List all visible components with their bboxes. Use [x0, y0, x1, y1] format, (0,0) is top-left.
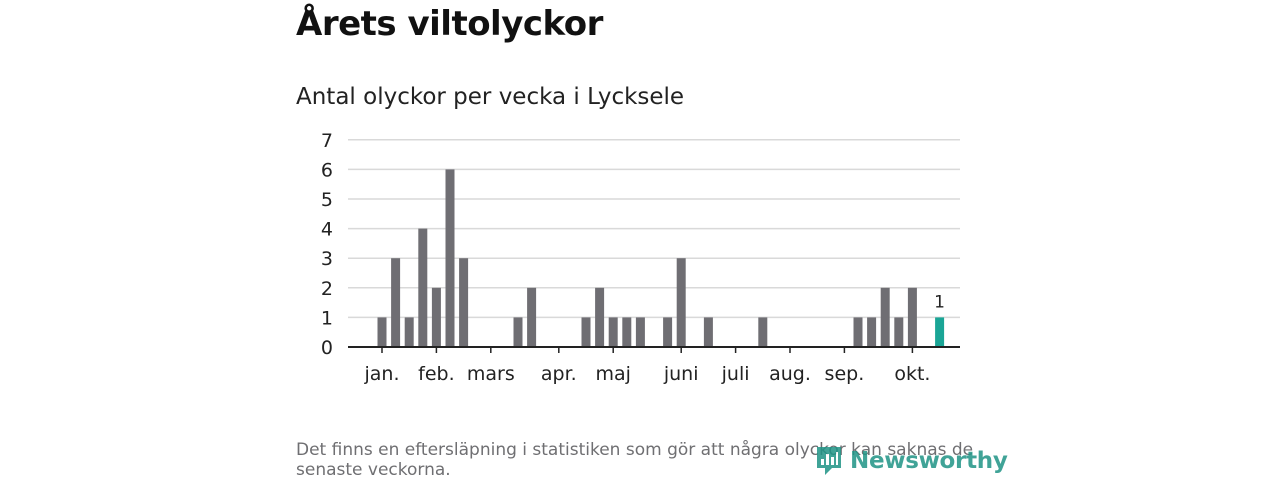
x-month-label: sep. — [825, 363, 865, 385]
brand-name: Newsworthy — [850, 448, 1008, 474]
x-month-label: apr. — [541, 363, 577, 385]
bar — [527, 287, 537, 347]
bar — [894, 317, 904, 347]
x-month-label: jan. — [363, 363, 399, 385]
bar — [404, 317, 414, 347]
bar — [676, 258, 686, 347]
chart-subtitle: Antal olyckor per vecka i Lycksele — [296, 84, 685, 110]
x-month-label: aug. — [769, 363, 811, 385]
bar — [758, 317, 768, 347]
bar — [622, 317, 632, 347]
y-tick-label: 2 — [321, 278, 333, 300]
bar — [418, 228, 428, 347]
bar — [867, 317, 877, 347]
bar — [703, 317, 713, 347]
x-month-label: juni — [663, 363, 699, 385]
y-tick-label: 3 — [321, 248, 333, 270]
bar — [907, 287, 917, 347]
y-tick-label: 4 — [321, 219, 333, 241]
bar — [880, 287, 890, 347]
x-month-label: mars — [467, 363, 515, 385]
x-month-label: feb. — [418, 363, 454, 385]
brand-logo[interactable]: Newsworthy — [814, 444, 1008, 478]
current-week-value-label: 1 — [934, 292, 945, 312]
y-tick-label: 5 — [321, 189, 333, 211]
y-axis-tick-labels: 0 1 2 3 4 5 6 7 — [321, 130, 333, 359]
x-axis-month-labels: jan. feb. mars apr. maj juni juli aug. sep. okt. — [363, 363, 930, 385]
bar — [391, 258, 401, 347]
bar — [431, 287, 441, 347]
annotations: 1 — [934, 292, 945, 312]
y-tick-label: 7 — [321, 130, 333, 152]
y-tick-label: 6 — [321, 159, 333, 181]
bar — [445, 169, 455, 347]
bar — [635, 317, 645, 347]
newsworthy-logo-icon — [817, 447, 841, 475]
footnote: Det finns en eftersläpning i statistiken… — [296, 440, 974, 480]
bar — [377, 317, 387, 347]
page-title: Årets viltolyckor — [296, 4, 603, 44]
bar — [513, 317, 523, 347]
x-month-label: okt. — [894, 363, 930, 385]
bar — [581, 317, 591, 347]
bar — [608, 317, 618, 347]
bar — [663, 317, 673, 347]
x-month-label: juli — [721, 363, 750, 385]
x-axis — [348, 346, 960, 353]
bars — [377, 169, 945, 347]
x-month-label: maj — [595, 363, 630, 385]
bar — [853, 317, 863, 347]
bar — [459, 258, 469, 347]
bar — [595, 287, 605, 347]
y-tick-label: 1 — [321, 307, 333, 329]
y-tick-label: 0 — [321, 337, 333, 359]
bar-current-week — [935, 317, 945, 347]
